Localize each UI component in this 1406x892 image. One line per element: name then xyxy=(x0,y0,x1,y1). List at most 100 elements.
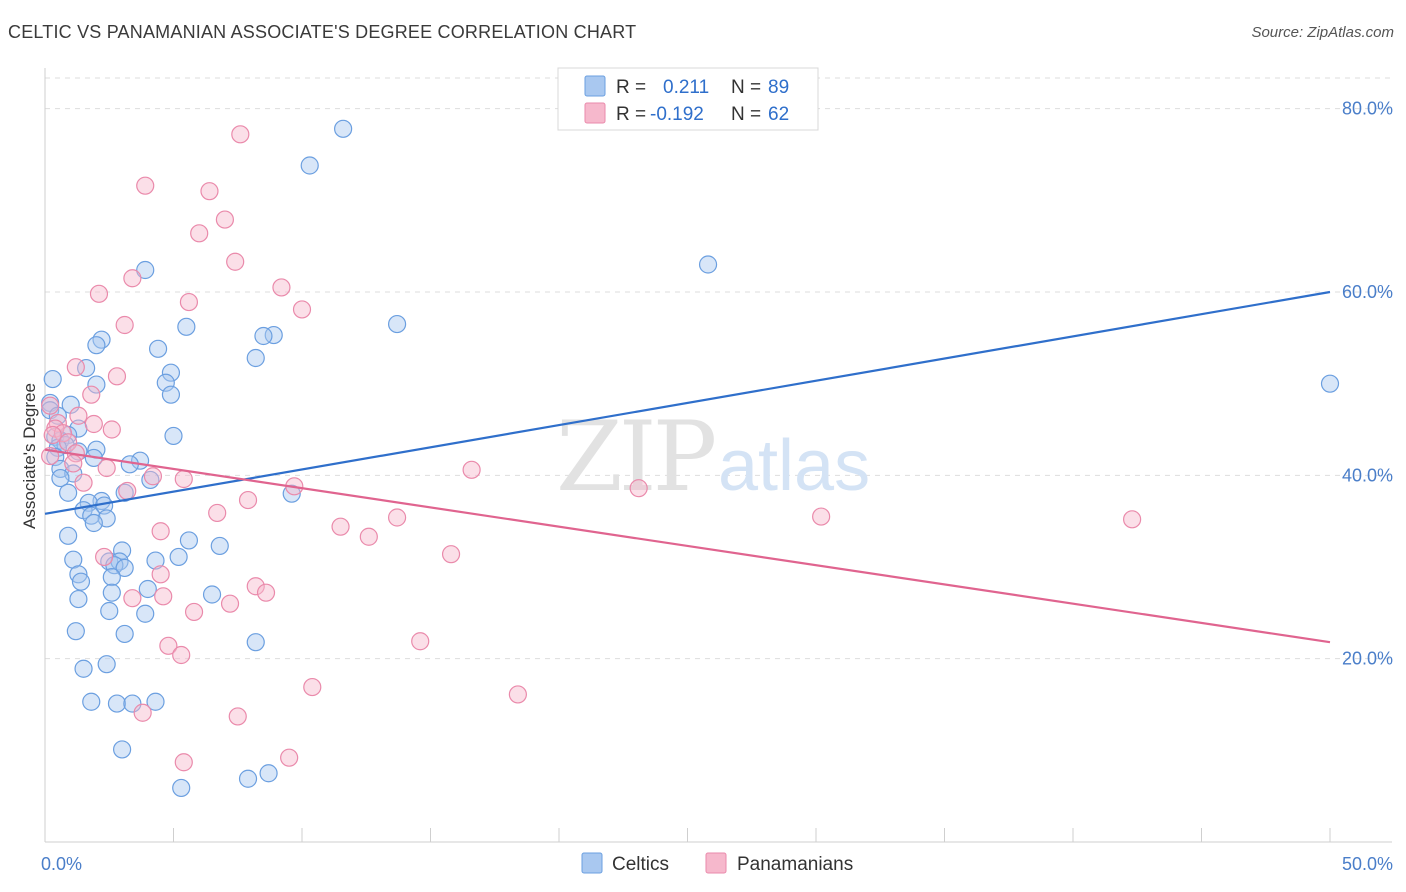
panamanian-point xyxy=(462,460,481,479)
panamanian-point xyxy=(136,176,155,195)
legend-celtic-n-label: N = xyxy=(731,77,761,98)
y-tick-label: 40.0% xyxy=(1342,465,1393,485)
panamanian-point xyxy=(66,358,85,377)
panamanian-point xyxy=(359,527,378,546)
celtic-point xyxy=(246,633,265,652)
panamanian-point xyxy=(292,300,312,319)
celtic-point xyxy=(254,326,273,346)
panamanian-point xyxy=(84,414,103,434)
x-tick-label: 50.0% xyxy=(1342,854,1393,874)
panamanian-point xyxy=(154,587,173,606)
celtic-point xyxy=(179,531,199,550)
celtic-point xyxy=(164,426,183,446)
panamanian-point xyxy=(812,507,831,526)
celtic-point xyxy=(123,694,142,713)
panamanian-trend-line xyxy=(44,448,1331,644)
bottom-legend-swatch-panamanian xyxy=(705,852,727,874)
panamanian-point xyxy=(508,685,527,704)
panamanian-point xyxy=(228,707,247,726)
legend-panamanian-n-label: N = xyxy=(731,104,761,125)
celtic-point xyxy=(74,659,93,678)
celtic-point xyxy=(169,547,188,567)
celtic-point xyxy=(100,601,119,621)
panamanian-point xyxy=(411,632,430,651)
panamanian-point xyxy=(118,481,137,501)
x-tick-labels: 0.0% 50.0% xyxy=(41,854,1393,874)
panamanian-point xyxy=(208,503,227,523)
panamanian-point xyxy=(89,284,109,303)
y-axis-label: Associate's Degree xyxy=(20,383,39,529)
legend-swatch-celtic xyxy=(584,75,606,97)
panamanian-point xyxy=(184,602,204,622)
celtic-point xyxy=(698,255,718,274)
panamanian-point xyxy=(629,479,648,498)
panamanian-point xyxy=(331,517,350,536)
legend-panamanian-r-label: R = xyxy=(616,104,646,125)
panamanian-point xyxy=(151,565,170,584)
celtic-point xyxy=(87,375,106,394)
trend-lines xyxy=(44,290,1331,644)
celtic-point xyxy=(146,692,165,711)
celtic-point xyxy=(87,336,106,355)
axes xyxy=(44,68,1392,843)
panamanian-point xyxy=(231,125,250,144)
celtic-point xyxy=(43,369,62,389)
celtic-points xyxy=(41,119,1340,798)
panamanian-point xyxy=(102,420,121,439)
panamanian-point xyxy=(174,753,193,772)
panamanian-point xyxy=(123,589,142,608)
celtic-point xyxy=(69,565,88,584)
panamanian-point xyxy=(441,545,461,564)
panamanian-point xyxy=(82,385,101,404)
celtic-point xyxy=(136,260,155,280)
panamanian-point xyxy=(69,406,88,425)
celtic-point xyxy=(102,583,121,602)
panamanian-point xyxy=(179,292,199,312)
celtic-point xyxy=(387,314,407,334)
celtic-point xyxy=(136,604,155,623)
legend: R = 0.211 N = 89 R = -0.192 N = 62 xyxy=(557,67,819,131)
panamanian-point xyxy=(272,278,291,297)
source-label: Source: ZipAtlas.com xyxy=(1251,24,1394,41)
celtic-point xyxy=(97,655,116,674)
legend-celtic-n-value: 89 xyxy=(768,77,789,98)
panamanian-point xyxy=(133,703,152,722)
legend-celtic-r-label: R = xyxy=(616,77,646,98)
panamanian-point xyxy=(190,224,209,243)
celtic-point xyxy=(202,585,222,604)
celtic-point xyxy=(66,622,85,641)
celtic-point xyxy=(107,694,127,713)
celtic-point xyxy=(112,740,132,759)
panamanian-point xyxy=(159,636,178,655)
celtic-point xyxy=(161,385,181,404)
legend-celtic-r-value: 0.211 xyxy=(663,77,709,98)
panamanian-point xyxy=(200,182,219,201)
legend-panamanian-n-value: 62 xyxy=(768,104,789,125)
celtic-point xyxy=(238,769,258,788)
celtic-point xyxy=(148,339,168,358)
panamanian-point xyxy=(43,425,62,445)
celtic-point xyxy=(146,551,165,570)
panamanian-point xyxy=(246,577,265,596)
celtic-point xyxy=(210,536,229,556)
panamanian-point xyxy=(115,315,134,335)
panamanian-points xyxy=(41,125,1142,772)
panamanian-point xyxy=(215,210,234,229)
celtic-point xyxy=(51,468,70,488)
legend-swatch-panamanian xyxy=(584,102,606,124)
celtic-point xyxy=(172,778,191,798)
celtic-point xyxy=(334,119,353,138)
celtic-point xyxy=(115,483,134,502)
chart-title: CELTIC VS PANAMANIAN ASSOCIATE'S DEGREE … xyxy=(8,22,637,42)
legend-panamanian-r-value: -0.192 xyxy=(650,104,704,125)
panamanian-point xyxy=(172,645,191,665)
celtic-point xyxy=(92,330,111,349)
panamanian-point xyxy=(220,594,240,613)
panamanian-point xyxy=(97,458,116,478)
celtic-point xyxy=(161,363,181,382)
panamanian-point xyxy=(174,469,193,489)
bottom-legend: Celtics Panamanians xyxy=(581,852,853,875)
celtic-point xyxy=(84,513,103,533)
panamanian-point xyxy=(280,748,299,767)
